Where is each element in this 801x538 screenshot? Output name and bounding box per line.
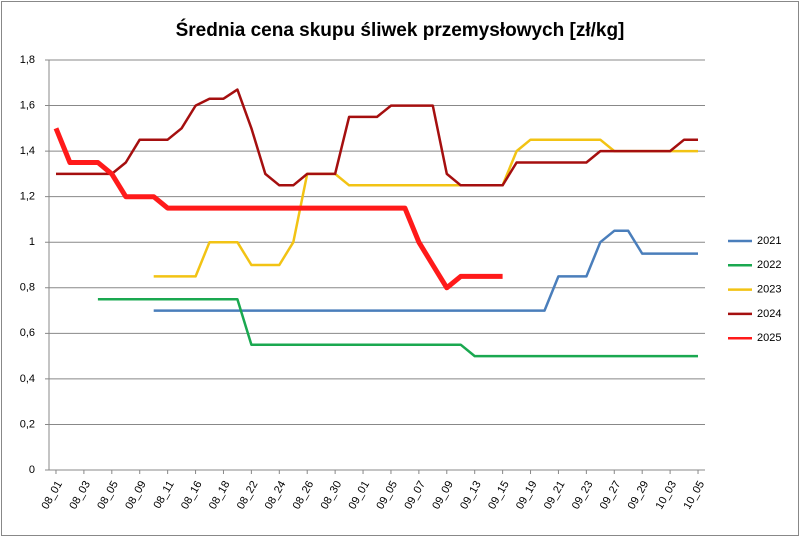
series-line — [53, 127, 503, 291]
legend-label: 2023 — [757, 284, 781, 296]
y-tick-label: 0,6 — [20, 327, 35, 339]
legend-label: 2021 — [757, 235, 781, 247]
legend-label: 2025 — [757, 332, 781, 344]
y-tick-label: 0,2 — [20, 418, 35, 430]
series-line — [97, 297, 698, 358]
y-tick-label: 1,6 — [20, 99, 35, 111]
legend-label: 2022 — [757, 259, 781, 271]
legend-label: 2024 — [757, 308, 781, 320]
series-line — [56, 88, 698, 187]
y-tick-label: 0,4 — [20, 373, 35, 385]
series-line — [153, 229, 698, 312]
series-line — [153, 138, 698, 278]
y-tick-label: 0 — [29, 464, 35, 476]
y-tick-label: 0,8 — [20, 282, 35, 294]
y-tick-label: 1,4 — [20, 145, 35, 157]
y-tick-label: 1,8 — [20, 54, 35, 66]
chart-title: Średnia cena skupu śliwek przemysłowych … — [176, 19, 625, 41]
y-tick-label: 1 — [29, 236, 35, 248]
y-tick-label: 1,2 — [20, 191, 35, 203]
